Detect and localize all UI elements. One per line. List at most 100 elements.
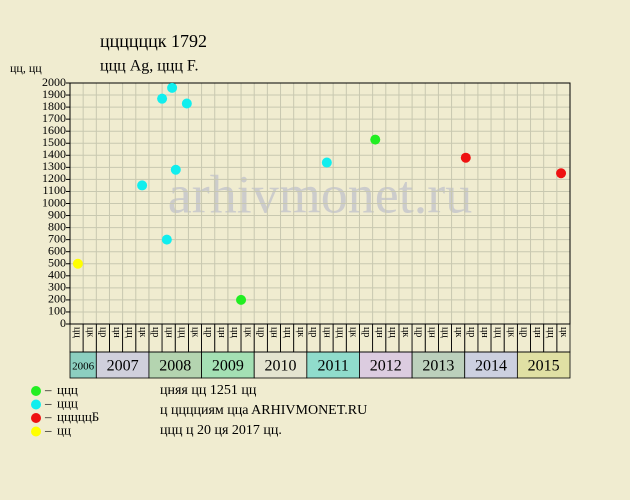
y-tick-label: 1400 [42, 147, 66, 161]
point [167, 82, 178, 93]
quarter-label: цр [150, 327, 161, 337]
point [181, 98, 192, 109]
quarter-label: цц [387, 327, 398, 338]
quarter-label: цр [98, 327, 109, 337]
year-label: 2010 [265, 358, 297, 375]
point [370, 134, 381, 145]
quarter-label: цк [453, 327, 464, 337]
quarter-label: цц [177, 327, 188, 338]
quarter-label: цц [229, 327, 240, 338]
point [236, 294, 247, 305]
point [321, 157, 332, 168]
point [556, 168, 567, 179]
year-label: 2012 [370, 358, 402, 375]
y-tick-label: 400 [48, 268, 66, 282]
quarter-label: цн [479, 327, 490, 338]
note: ц цццциям ццa ARHIVMONET.RU [160, 403, 367, 418]
quarter-label: цц [545, 327, 556, 338]
year-label: 2008 [159, 358, 191, 375]
quarter-label: цк [190, 327, 201, 337]
quarter-label: цк [400, 327, 411, 337]
year-band [253, 351, 308, 379]
year-label: 2013 [422, 358, 454, 375]
legend-marker [31, 413, 41, 423]
legend-dash: – [44, 409, 52, 424]
point [170, 164, 181, 175]
quarter-label: цн [321, 327, 332, 338]
year-band [516, 351, 571, 379]
quarter-label: цк [505, 327, 516, 337]
quarter-label: цр [308, 327, 319, 337]
point [137, 180, 148, 191]
y-tick-label: 1700 [42, 111, 66, 125]
quarter-label: цк [242, 327, 253, 337]
y-tick-label: 1000 [42, 195, 66, 209]
y-tick-label: 500 [48, 256, 66, 270]
quarter-label: цр [361, 327, 372, 337]
legend-label: цц [57, 422, 71, 437]
quarter-label: цн [427, 327, 438, 338]
y-tick-label: 600 [48, 243, 66, 257]
legend-label: ццц [57, 395, 78, 410]
year-band [464, 351, 518, 379]
legend-marker [31, 426, 41, 437]
year-label: 2014 [475, 358, 507, 375]
note: ццц ц 20 ця 2017 цц. [160, 423, 282, 438]
y-tick-label: 1100 [42, 183, 66, 197]
quarter-label: цр [466, 327, 477, 337]
quarter-label: цр [413, 327, 424, 337]
year-label: 2011 [317, 358, 348, 375]
y-tick-label: 2000 [42, 75, 66, 89]
y-tick-label: 200 [48, 292, 66, 306]
legend-label: ццц [57, 382, 78, 397]
y-tick-label: 1300 [42, 159, 66, 173]
quarter-label: цц [71, 327, 82, 338]
y-tick-label: 1800 [42, 99, 66, 113]
quarter-label: цк [348, 327, 359, 337]
note: цняя цц 1251 цц [160, 383, 257, 398]
y-tick-label: 800 [48, 219, 66, 233]
y-tick-label: 1500 [42, 135, 66, 149]
plot-frame [69, 82, 571, 325]
point [157, 93, 168, 104]
quarter-label: цц [124, 327, 135, 338]
quarter-label: цк [558, 327, 569, 337]
quarter-label: цц [492, 327, 503, 338]
point [161, 234, 172, 245]
chart-subtitle: ццц Ag, ццц F. [100, 58, 199, 75]
year-band [148, 351, 202, 379]
quarter-label: цн [216, 327, 227, 338]
y-tick-label: 100 [48, 304, 66, 318]
year-label: 2015 [528, 358, 560, 375]
quarter-label: цр [255, 327, 266, 337]
year-band [69, 351, 97, 379]
quarter-label: цн [163, 327, 174, 338]
quarter-label: цн [111, 327, 122, 338]
quarter-label: цк [295, 327, 306, 337]
y-tick-label: 300 [48, 280, 66, 294]
y-tick-label: 0 [60, 316, 66, 330]
year-band [201, 351, 255, 379]
y-tick-label: 700 [48, 231, 66, 245]
legend-marker [31, 399, 41, 410]
quarter-label: цр [519, 327, 530, 337]
point [460, 152, 471, 163]
y-tick-label: 1600 [42, 123, 66, 137]
quarter-label: цц [440, 327, 451, 338]
legend-dash: – [44, 395, 52, 410]
y-tick-label: 1200 [42, 171, 66, 185]
y-tick-label: 900 [48, 207, 66, 221]
quarter-label: цц [334, 327, 345, 338]
y-axis-label: цц, цц [10, 61, 42, 75]
quarter-label: цк [84, 327, 95, 337]
quarter-label: цк [137, 327, 148, 337]
legend-dash: – [44, 422, 52, 437]
year-label: 2007 [107, 358, 139, 375]
point [72, 258, 83, 269]
quarter-label: цц [282, 327, 293, 338]
chart-title: ццццццк 1792 [100, 31, 207, 51]
y-tick-label: 1900 [42, 87, 66, 101]
quarter-label: цр [203, 327, 214, 337]
year-label: 2009 [212, 358, 244, 375]
